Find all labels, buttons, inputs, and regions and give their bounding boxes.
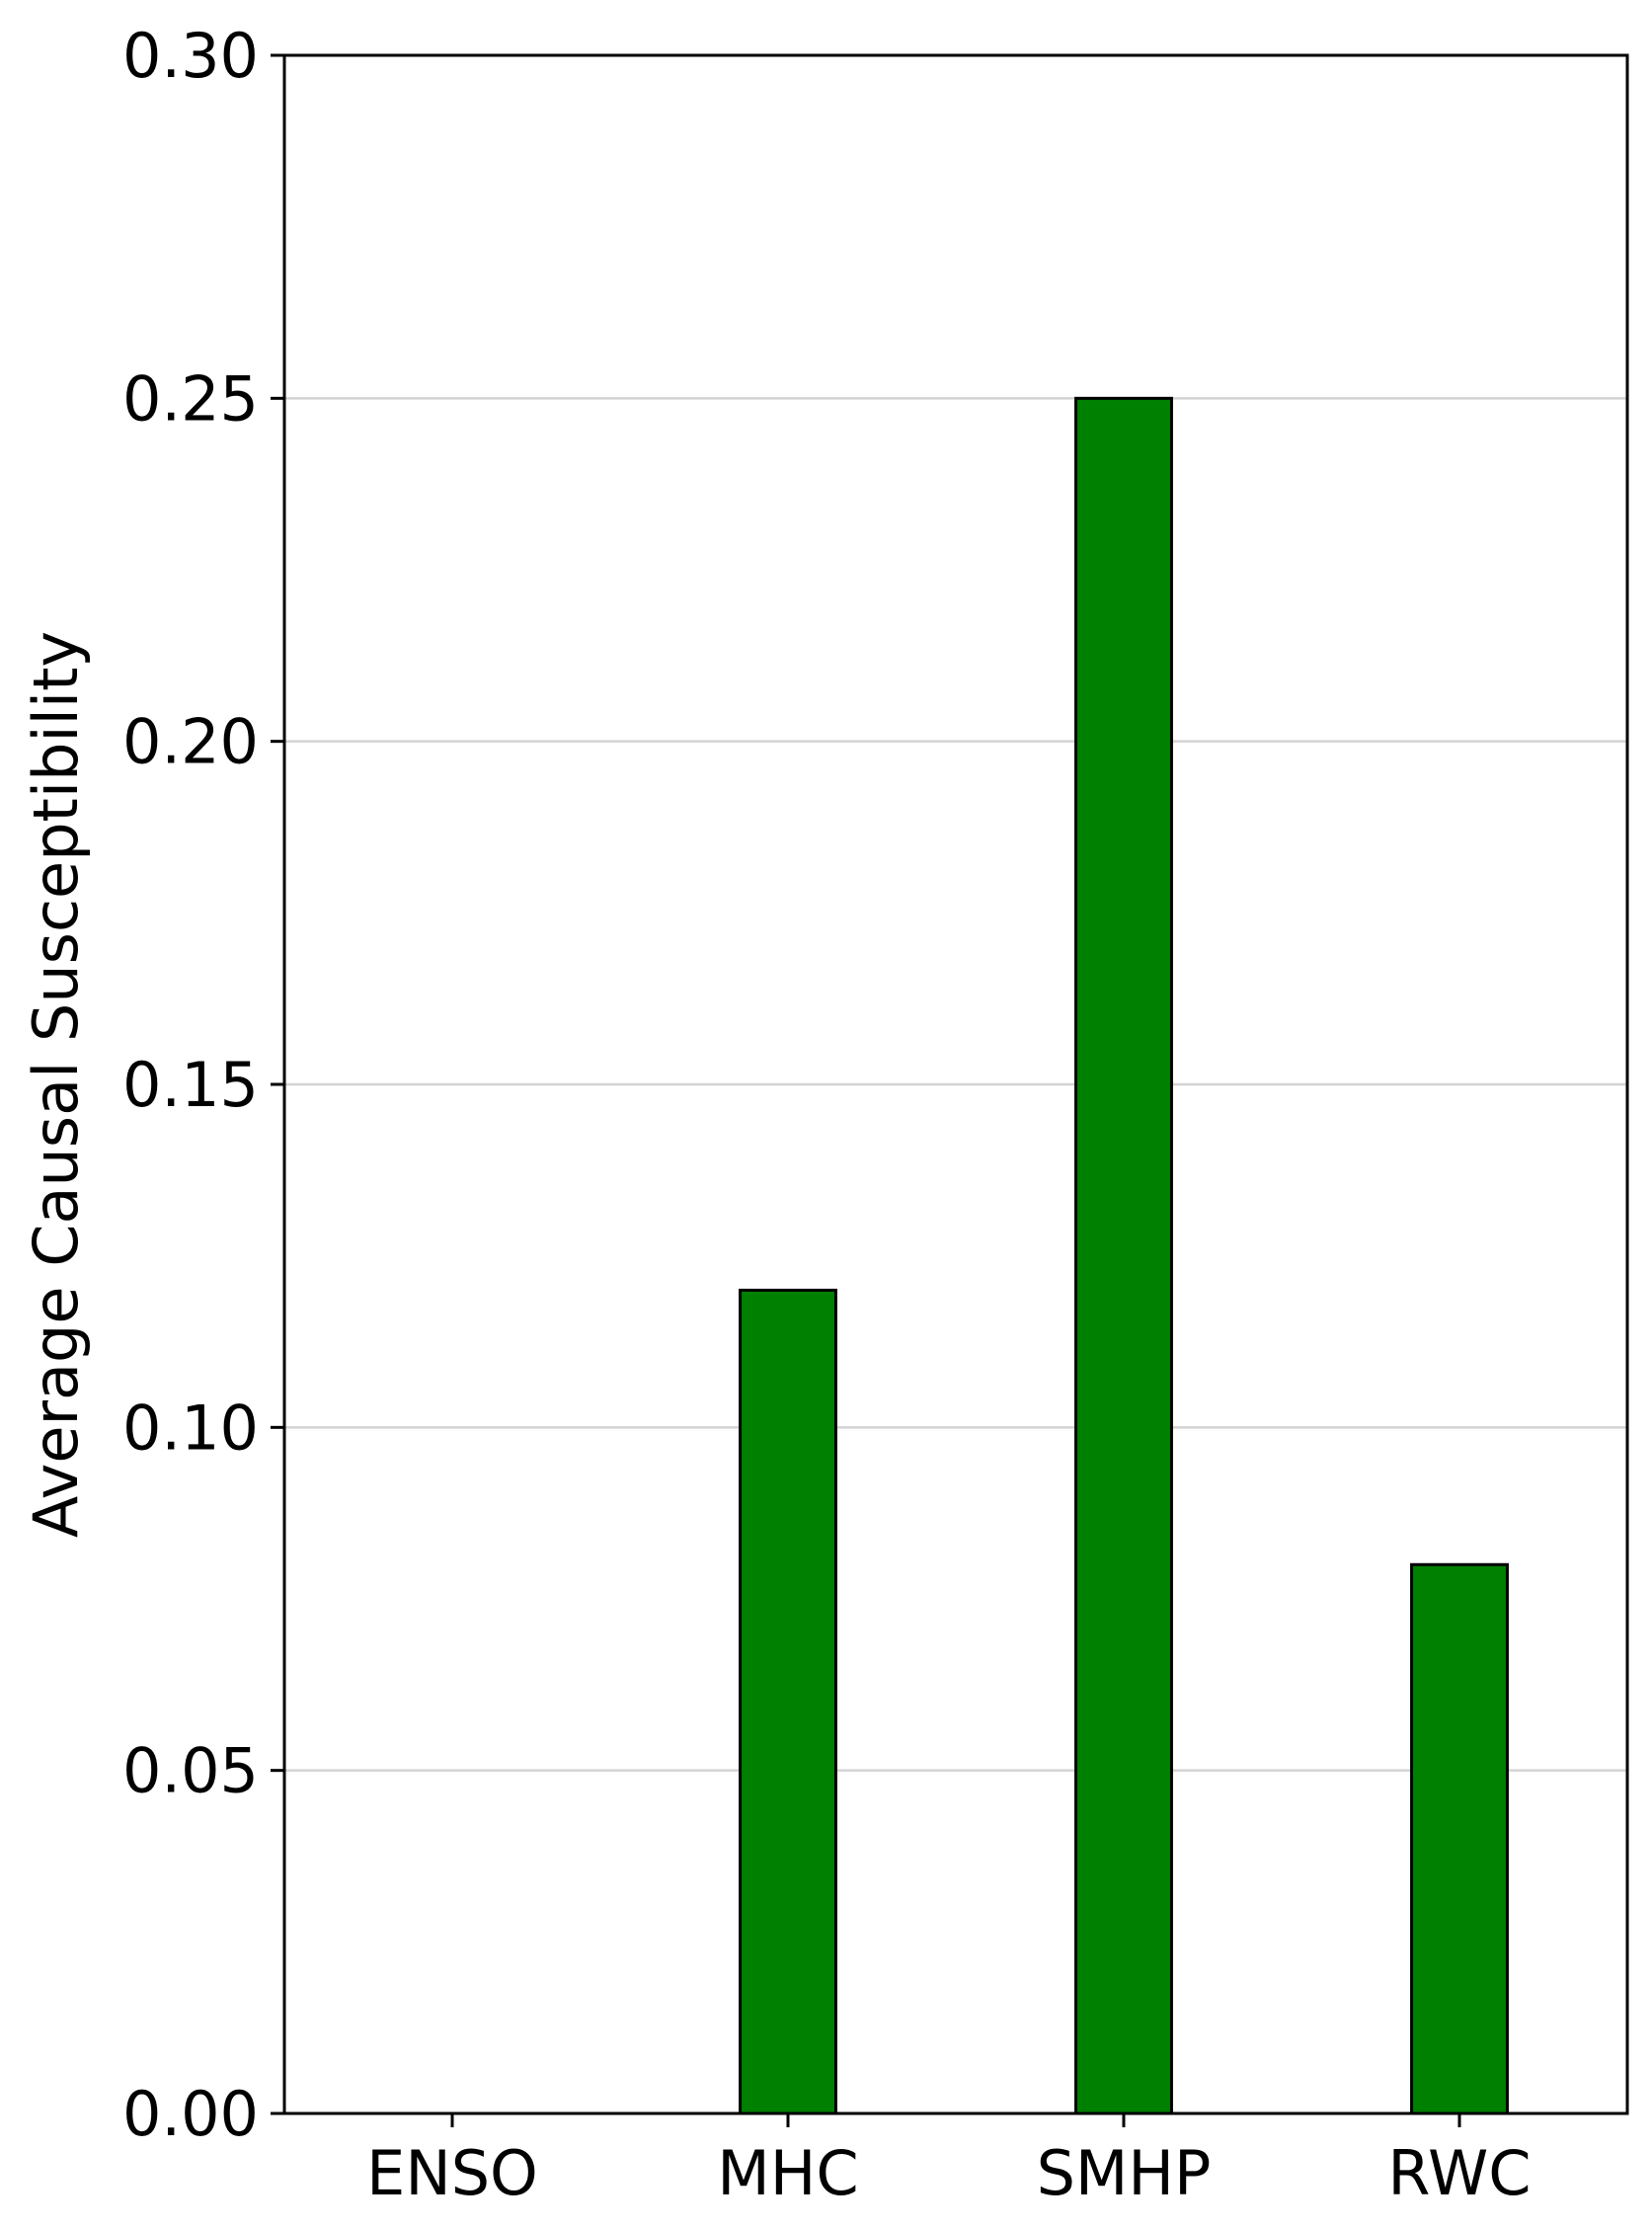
y-tick-label: 0.30 bbox=[122, 20, 259, 92]
x-tick-label-smhp: SMHP bbox=[1037, 2137, 1212, 2209]
x-tick-label-rwc: RWC bbox=[1387, 2137, 1531, 2209]
x-tick-label-enso: ENSO bbox=[366, 2137, 538, 2209]
y-tick-label: 0.05 bbox=[122, 1735, 259, 1807]
y-tick-label: 0.20 bbox=[122, 706, 259, 778]
bar-mhc bbox=[739, 1288, 837, 2115]
y-axis-title: Average Causal Susceptibility bbox=[20, 631, 92, 1538]
y-tick-label: 0.25 bbox=[122, 362, 259, 435]
y-axis: 0.00 0.05 0.10 0.15 0.20 0.25 0.30 bbox=[122, 20, 284, 2150]
y-tick-label: 0.15 bbox=[122, 1049, 259, 1121]
bar-rwc bbox=[1410, 1562, 1509, 2115]
x-tick-label-mhc: MHC bbox=[717, 2137, 858, 2209]
y-tick-label: 0.10 bbox=[122, 1392, 259, 1464]
bar-smhp bbox=[1074, 396, 1173, 2115]
y-tick-label: 0.00 bbox=[122, 2078, 259, 2150]
bars bbox=[739, 396, 1509, 2115]
x-axis: ENSO MHC SMHP RWC bbox=[366, 2113, 1532, 2209]
gridlines bbox=[284, 397, 1627, 1772]
